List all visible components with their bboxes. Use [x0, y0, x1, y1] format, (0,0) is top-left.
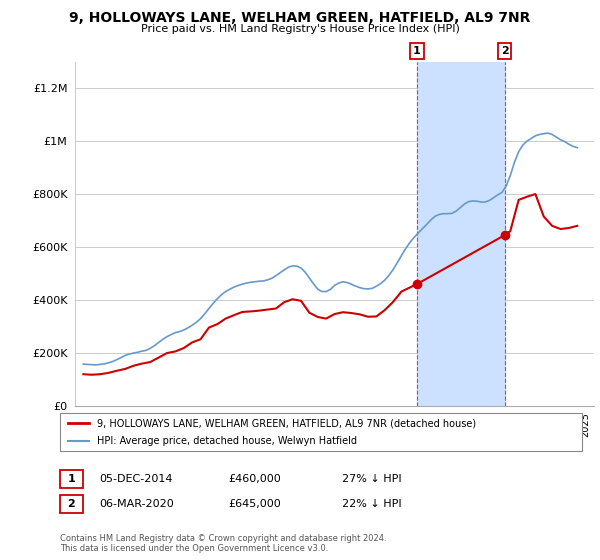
Text: 05-DEC-2014: 05-DEC-2014 — [99, 474, 173, 484]
Text: HPI: Average price, detached house, Welwyn Hatfield: HPI: Average price, detached house, Welw… — [97, 436, 356, 446]
Text: 2: 2 — [68, 499, 75, 509]
Text: £645,000: £645,000 — [228, 499, 281, 509]
Text: 1: 1 — [413, 46, 421, 56]
Text: Price paid vs. HM Land Registry's House Price Index (HPI): Price paid vs. HM Land Registry's House … — [140, 24, 460, 34]
Text: 06-MAR-2020: 06-MAR-2020 — [99, 499, 174, 509]
Text: 27% ↓ HPI: 27% ↓ HPI — [342, 474, 401, 484]
Text: 9, HOLLOWAYS LANE, WELHAM GREEN, HATFIELD, AL9 7NR: 9, HOLLOWAYS LANE, WELHAM GREEN, HATFIEL… — [70, 11, 530, 25]
Text: 1: 1 — [68, 474, 75, 484]
Bar — [417, 62, 505, 406]
FancyBboxPatch shape — [60, 413, 582, 451]
Text: 2: 2 — [501, 46, 509, 56]
Text: 9, HOLLOWAYS LANE, WELHAM GREEN, HATFIELD, AL9 7NR (detached house): 9, HOLLOWAYS LANE, WELHAM GREEN, HATFIEL… — [97, 418, 476, 428]
Text: 22% ↓ HPI: 22% ↓ HPI — [342, 499, 401, 509]
Text: Contains HM Land Registry data © Crown copyright and database right 2024.
This d: Contains HM Land Registry data © Crown c… — [60, 534, 386, 553]
Text: £460,000: £460,000 — [228, 474, 281, 484]
